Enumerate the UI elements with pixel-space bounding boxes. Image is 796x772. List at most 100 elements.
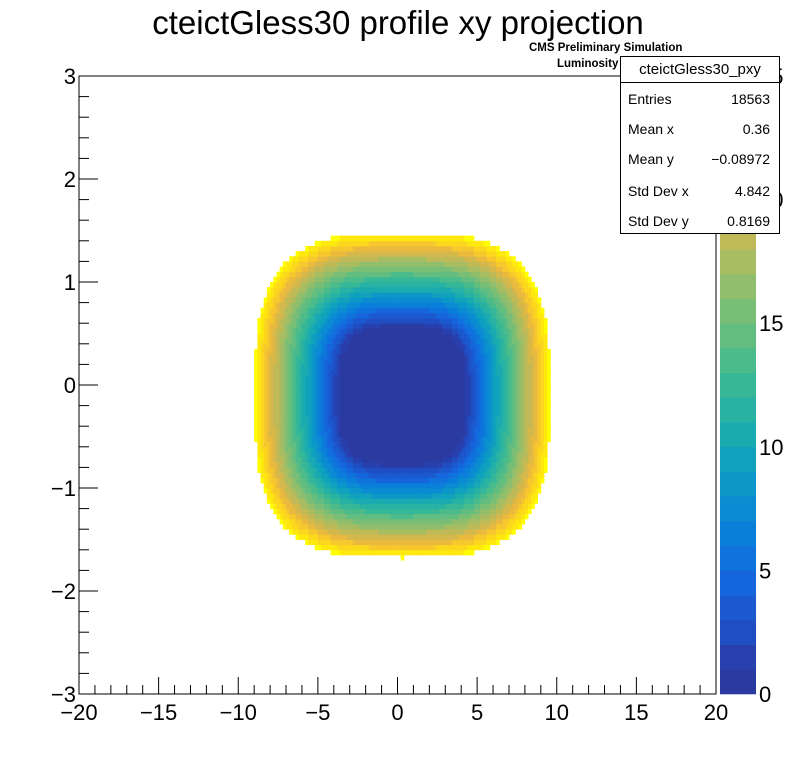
heatmap-cell [394, 292, 398, 298]
heatmap-cell [451, 343, 456, 350]
heatmap-cell [397, 472, 402, 479]
heatmap-cell [505, 441, 510, 448]
heatmap-cell [508, 297, 513, 303]
heatmap-cell [343, 348, 347, 355]
heatmap-cell [273, 318, 277, 324]
heatmap-cell [426, 364, 430, 370]
heatmap-cell [279, 451, 284, 458]
heatmap-cell [486, 462, 491, 468]
heatmap-cell [394, 421, 398, 427]
heatmap-cell [445, 297, 449, 303]
heatmap-cell [282, 426, 287, 432]
heatmap-cell [410, 374, 414, 381]
heatmap-cell [461, 415, 465, 422]
heatmap-cell [311, 318, 316, 324]
heatmap-cell [419, 436, 424, 443]
heatmap-cell [343, 354, 347, 360]
heatmap-cell [467, 436, 472, 443]
heatmap-cell [496, 287, 500, 293]
heatmap-cell [470, 451, 475, 458]
heatmap-cell [470, 271, 475, 278]
heatmap-cell [400, 385, 405, 391]
heatmap-cell [518, 385, 523, 391]
heatmap-cell [429, 534, 433, 540]
heatmap-cell [524, 400, 529, 406]
heatmap-cell [346, 318, 351, 324]
heatmap-cell [464, 385, 468, 391]
heatmap-cell [266, 302, 271, 309]
heatmap-cell [502, 410, 507, 417]
heatmap-cell [391, 400, 395, 406]
heatmap-cell [365, 472, 370, 479]
heatmap-cell [317, 251, 322, 257]
heatmap-cell [458, 364, 462, 370]
heatmap-cell [422, 451, 427, 458]
heatmap-cell [314, 426, 319, 432]
heatmap-cell [403, 369, 408, 376]
heatmap-cell [327, 477, 332, 484]
heatmap-cell [486, 400, 491, 406]
heatmap-cell [483, 518, 488, 525]
heatmap-cell [480, 457, 484, 463]
heatmap-cell [486, 436, 491, 443]
heatmap-cell [314, 405, 319, 412]
heatmap-cell [352, 421, 357, 427]
heatmap-cell [505, 395, 510, 401]
heatmap-cell [391, 333, 395, 340]
heatmap-cell [458, 549, 462, 556]
heatmap-cell [489, 534, 494, 540]
heatmap-cell [317, 297, 322, 303]
heatmap-cell [499, 436, 503, 443]
heatmap-cell [362, 529, 367, 535]
heatmap-cell [317, 477, 322, 484]
heatmap-cell [531, 477, 535, 484]
heatmap-cell [464, 446, 468, 453]
heatmap-cell [467, 348, 472, 355]
heatmap-cell [378, 271, 382, 278]
heatmap-cell [445, 544, 449, 551]
heatmap-cell [483, 400, 488, 406]
heatmap-cell [387, 457, 392, 463]
heatmap-cell [368, 297, 373, 303]
heatmap-cell [349, 488, 354, 494]
heatmap-cell [359, 544, 363, 551]
heatmap-cell [314, 287, 319, 293]
heatmap-cell [544, 410, 548, 417]
heatmap-cell [435, 534, 440, 540]
heatmap-cell [400, 462, 405, 468]
heatmap-cell [515, 282, 519, 288]
heatmap-cell [442, 364, 446, 370]
heatmap-cell [378, 457, 382, 463]
heatmap-cell [493, 477, 497, 484]
heatmap-cell [413, 544, 418, 551]
heatmap-cell [372, 328, 376, 334]
heatmap-cell [445, 534, 449, 540]
heatmap-cell [413, 534, 418, 540]
heatmap-cell [356, 539, 360, 546]
heatmap-cell [429, 498, 433, 504]
heatmap-cell [451, 534, 456, 540]
heatmap-cell [298, 524, 303, 530]
heatmap-cell [298, 323, 303, 329]
heatmap-cell [483, 395, 488, 401]
heatmap-cell [515, 364, 519, 370]
heatmap-cell [454, 472, 459, 479]
heatmap-cell [397, 477, 402, 484]
heatmap-cell [477, 323, 481, 329]
heatmap-cell [317, 513, 322, 520]
heatmap-cell [330, 529, 335, 535]
heatmap-cell [372, 410, 376, 417]
heatmap-cell [413, 374, 418, 381]
heatmap-cell [461, 348, 465, 355]
heatmap-cell [381, 338, 386, 345]
heatmap-cell [301, 297, 306, 303]
heatmap-cell [528, 503, 532, 509]
heatmap-cell [496, 405, 500, 412]
heatmap-cell [349, 426, 354, 432]
heatmap-cell [381, 451, 386, 458]
heatmap-cell [432, 338, 437, 345]
heatmap-cell [496, 328, 500, 334]
heatmap-cell [407, 287, 411, 293]
heatmap-cell [537, 395, 542, 401]
heatmap-cell [273, 395, 277, 401]
